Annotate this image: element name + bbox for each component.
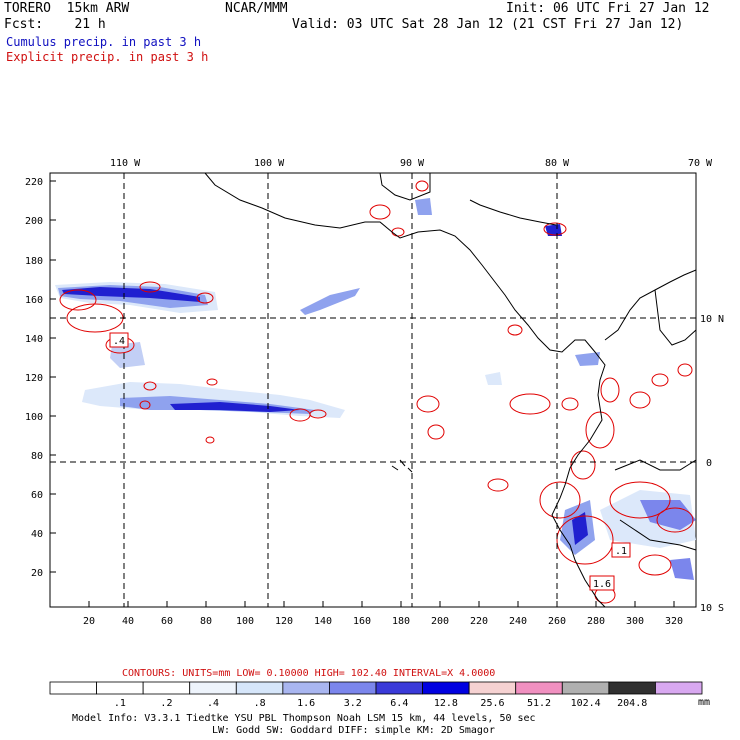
- colorbar: .1 .2 .4 .8 1.6 3.2 6.4 12.8 25.6 51.2 102.4 204.8: [49, 681, 703, 709]
- map-label-2: .1: [615, 546, 627, 557]
- colorbar-label: 25.6: [480, 698, 504, 709]
- x-tick: 320: [665, 616, 683, 627]
- y-tick: 120: [25, 373, 43, 384]
- y-tick: 200: [25, 216, 43, 227]
- y-tick: 80: [31, 451, 43, 462]
- x-tick: 80: [200, 616, 212, 627]
- physics-info: LW: Godd SW: Goddard DIFF: simple KM: 2D…: [212, 725, 495, 736]
- lon-label-100w: 100 W: [254, 158, 285, 169]
- lon-label-80w: 80 W: [545, 158, 570, 169]
- valid-time: Valid: 03 UTC Sat 28 Jan 12 (21 CST Fri …: [292, 17, 684, 32]
- model-info: Model Info: V3.3.1 Tiedtke YSU PBL Thomp…: [72, 713, 536, 724]
- model-name: TORERO 15km ARW: [4, 1, 130, 16]
- colorbar-swatch: [375, 681, 423, 695]
- lon-label-110w: 110 W: [110, 158, 141, 169]
- x-tick: 200: [431, 616, 449, 627]
- colorbar-label: .4: [207, 698, 219, 709]
- x-tick: 60: [161, 616, 173, 627]
- x-tick: 300: [626, 616, 644, 627]
- lat-label-10s: 10 S: [700, 603, 724, 614]
- y-tick: 160: [25, 295, 43, 306]
- colorbar-label: .2: [160, 698, 172, 709]
- map-label-3: 1.6: [593, 579, 611, 590]
- longitude-labels: 110 W 100 W 90 W 80 W 70 W: [110, 158, 713, 169]
- y-tick: 220: [25, 177, 43, 188]
- colorbar-label: 3.2: [344, 698, 362, 709]
- x-tick: 260: [548, 616, 566, 627]
- y-axis: [50, 180, 56, 573]
- y-tick: 140: [25, 334, 43, 345]
- colorbar-swatch: [655, 681, 703, 695]
- graticule: [50, 173, 696, 607]
- x-tick: 180: [392, 616, 410, 627]
- x-tick: 280: [587, 616, 605, 627]
- x-tick: 140: [314, 616, 332, 627]
- lat-label-0: 0: [706, 458, 712, 469]
- map-label-boxes: .4 .1 1.6: [109, 332, 631, 591]
- x-axis: [88, 601, 675, 607]
- contour-info: CONTOURS: UNITS=mm LOW= 0.10000 HIGH= 10…: [122, 668, 495, 679]
- y-tick: 20: [31, 568, 43, 579]
- colorbar-swatch: [329, 681, 377, 695]
- x-tick: 240: [509, 616, 527, 627]
- colorbar-label: .1: [114, 698, 126, 709]
- colorbar-label: .8: [254, 698, 266, 709]
- lon-label-70w: 70 W: [688, 158, 713, 169]
- y-tick: 100: [25, 412, 43, 423]
- colorbar-swatch: [515, 681, 563, 695]
- cumulus-shading: [55, 198, 696, 580]
- colorbar-swatch: [189, 681, 237, 695]
- init-time: Init: 06 UTC Fri 27 Jan 12: [506, 1, 710, 16]
- x-tick: 220: [470, 616, 488, 627]
- explicit-field-title: Explicit precip. in past 3 h: [6, 50, 209, 64]
- colorbar-swatch: [235, 681, 284, 695]
- cumulus-field-title: Cumulus precip. in past 3 h: [6, 35, 202, 49]
- colorbar-swatch: [49, 681, 97, 695]
- latitude-labels: 10 N 0 10 S: [700, 314, 724, 614]
- colorbar-swatch: [96, 681, 144, 695]
- forecast-hour: Fcst: 21 h: [4, 17, 106, 32]
- x-tick: 20: [83, 616, 95, 627]
- x-tick: 120: [275, 616, 293, 627]
- x-tick: 100: [236, 616, 254, 627]
- colorbar-label: 1.6: [297, 698, 315, 709]
- coastlines: [204, 172, 697, 608]
- y-tick: 40: [31, 529, 43, 540]
- x-tick: 40: [122, 616, 134, 627]
- colorbar-unit: mm: [698, 697, 710, 708]
- colorbar-swatch: [422, 681, 470, 695]
- colorbar-swatch: [282, 681, 330, 695]
- colorbar-label: 204.8: [617, 698, 647, 709]
- organization: NCAR/MMM: [225, 1, 288, 16]
- colorbar-label: 102.4: [571, 698, 601, 709]
- map-label-1: .4: [113, 336, 125, 347]
- lon-label-90w: 90 W: [400, 158, 425, 169]
- y-tick: 60: [31, 490, 43, 501]
- colorbar-label: 6.4: [390, 698, 408, 709]
- colorbar-swatch: [468, 681, 517, 695]
- lat-label-10n: 10 N: [700, 314, 724, 325]
- y-tick-labels: 20 40 60 80 100 120 140 160 180 200 220: [25, 177, 43, 579]
- colorbar-swatch: [608, 681, 656, 695]
- colorbar-label: 12.8: [434, 698, 458, 709]
- x-tick-labels: 20 40 60 80 100 120 140 160 180 200 220 …: [83, 616, 683, 627]
- colorbar-swatch: [142, 681, 191, 695]
- y-tick: 180: [25, 256, 43, 267]
- colorbar-label: 51.2: [527, 698, 551, 709]
- x-tick: 160: [353, 616, 371, 627]
- colorbar-swatch: [561, 681, 610, 695]
